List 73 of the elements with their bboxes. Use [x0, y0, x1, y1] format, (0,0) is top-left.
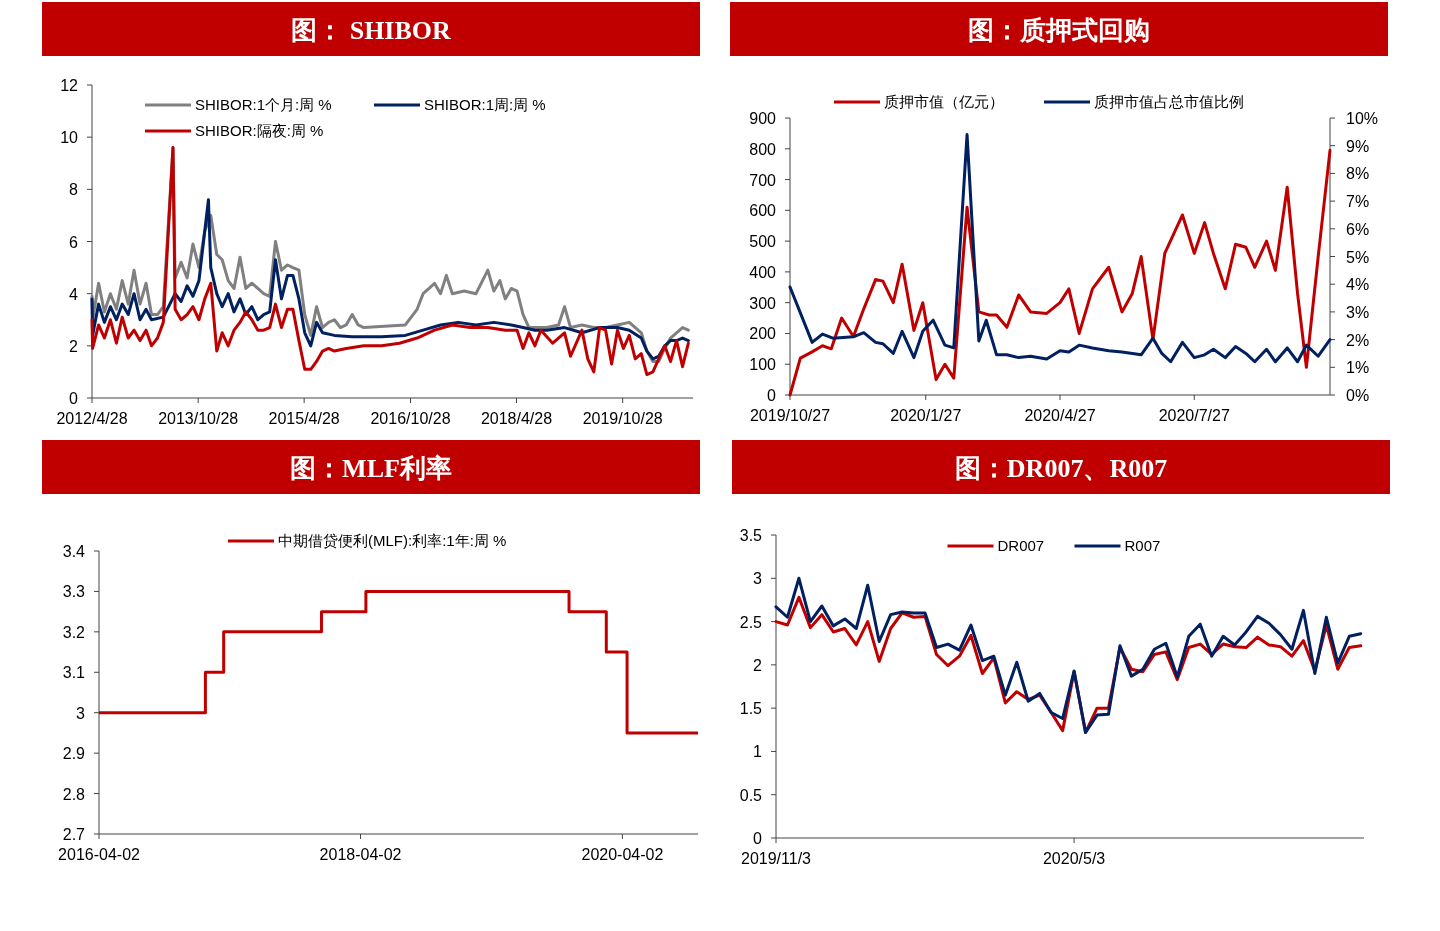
x-tick-label: 2020/7/27 — [1158, 407, 1230, 424]
chart-title: 图：MLF利率 — [290, 454, 452, 483]
y2-tick-label: 10% — [1346, 110, 1379, 127]
legend-label: 质押市值（亿元） — [884, 93, 1004, 110]
x-tick-label: 2020/5/3 — [1042, 850, 1106, 867]
x-tick-label: 2016/10/28 — [370, 410, 451, 427]
y-tick-label: 0 — [69, 390, 79, 407]
y2-tick-label: 7% — [1346, 193, 1370, 211]
y-tick-label: 3.4 — [62, 543, 86, 560]
line-series — [788, 133, 1332, 364]
legend-label: SHIBOR:1个月:周 % — [195, 96, 332, 113]
line-series — [90, 198, 690, 361]
y-tick-label: 0 — [767, 387, 777, 404]
x-tick-label: 2019/11/3 — [741, 850, 812, 867]
y2-tick-label: 8% — [1346, 165, 1370, 183]
y-tick-label: 3.2 — [62, 623, 86, 641]
x-tick-label: 2020/1/27 — [890, 407, 962, 424]
y-tick-label: 2.8 — [62, 785, 86, 803]
y2-tick-label: 4% — [1346, 276, 1370, 294]
x-tick-label: 2015/4/28 — [268, 410, 340, 427]
y-tick-label: 3.3 — [62, 583, 86, 601]
y-tick-label: 3 — [76, 704, 86, 722]
y-tick-label: 700 — [749, 171, 777, 189]
legend-label: SHIBOR:隔夜:周 % — [195, 122, 324, 139]
y-tick-label: 0.5 — [739, 786, 763, 804]
chart-title: 图： SHIBOR — [291, 16, 452, 45]
legend-label: DR007 — [997, 537, 1045, 554]
y2-tick-label: 2% — [1346, 331, 1370, 349]
x-tick-label: 2019/10/28 — [582, 410, 663, 427]
legend-label: R007 — [1124, 537, 1161, 554]
y-tick-label: 2 — [753, 656, 763, 674]
y-tick-label: 10 — [60, 129, 79, 147]
y-tick-label: 4 — [69, 285, 79, 303]
y-tick-label: 6 — [69, 233, 79, 251]
legend-label: 质押市值占总市值比例 — [1094, 93, 1244, 110]
x-tick-label: 2018/4/28 — [480, 410, 553, 427]
x-tick-label: 2013/10/28 — [158, 410, 239, 427]
y-tick-label: 500 — [749, 233, 777, 251]
y2-tick-label: 0% — [1346, 387, 1370, 404]
y-tick-label: 2.9 — [62, 745, 86, 763]
y2-tick-label: 5% — [1346, 248, 1370, 266]
legend-label: 中期借贷便利(MLF):利率:1年:周 % — [278, 532, 507, 549]
y-tick-label: 800 — [749, 140, 777, 158]
chart-title: 图：DR007、R007 — [954, 454, 1168, 483]
y-tick-label: 1 — [753, 743, 763, 761]
y2-tick-label: 1% — [1346, 359, 1370, 377]
y-tick-label: 300 — [749, 294, 777, 312]
y-tick-label: 3 — [753, 570, 763, 588]
x-tick-label: 2012/4/28 — [56, 410, 128, 427]
y-tick-label: 200 — [749, 325, 777, 343]
y-tick-label: 3.1 — [62, 664, 86, 682]
y-tick-label: 0 — [753, 830, 763, 847]
y-tick-label: 12 — [60, 77, 79, 94]
x-tick-label: 2019/10/27 — [749, 407, 831, 424]
y-tick-label: 2 — [69, 337, 79, 355]
y-tick-label: 3.5 — [739, 527, 763, 544]
y-tick-label: 900 — [749, 110, 777, 127]
x-tick-label: 2020-04-02 — [581, 846, 664, 863]
y2-tick-label: 3% — [1346, 303, 1370, 321]
y2-tick-label: 6% — [1346, 220, 1370, 238]
y-tick-label: 1.5 — [739, 700, 763, 718]
y-tick-label: 600 — [749, 202, 777, 220]
y-tick-label: 2.5 — [739, 613, 763, 631]
y2-tick-label: 9% — [1346, 137, 1370, 155]
x-tick-label: 2020/4/27 — [1024, 407, 1096, 424]
x-tick-label: 2018-04-02 — [319, 846, 402, 863]
y-tick-label: 8 — [69, 181, 79, 199]
y-tick-label: 400 — [749, 263, 777, 281]
chart-title: 图：质押式回购 — [968, 16, 1150, 45]
legend-label: SHIBOR:1周:周 % — [424, 96, 546, 113]
y-tick-label: 2.7 — [62, 826, 86, 843]
y-tick-label: 100 — [749, 356, 777, 374]
x-tick-label: 2016-04-02 — [58, 846, 141, 863]
